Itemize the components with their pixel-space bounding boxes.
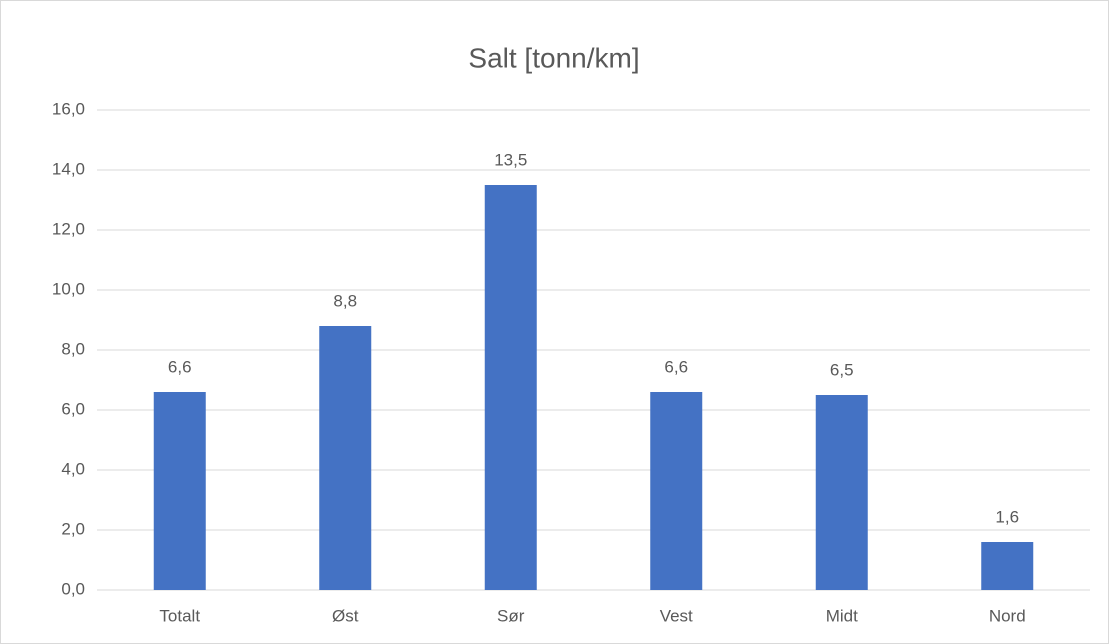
bar bbox=[319, 326, 372, 590]
bar bbox=[650, 392, 703, 590]
data-label: 6,5 bbox=[830, 360, 854, 379]
bar bbox=[484, 185, 537, 590]
y-tick-label: 16,0 bbox=[52, 99, 85, 118]
bar bbox=[153, 392, 206, 590]
y-tick-label: 0,0 bbox=[61, 579, 85, 598]
y-tick-label: 8,0 bbox=[61, 339, 85, 358]
y-tick-label: 2,0 bbox=[61, 519, 85, 538]
data-label: 1,6 bbox=[995, 507, 1019, 526]
bar bbox=[981, 542, 1034, 590]
data-label: 6,6 bbox=[664, 357, 688, 376]
x-tick-label: Midt bbox=[826, 606, 858, 625]
y-tick-label: 10,0 bbox=[52, 279, 85, 298]
x-tick-label: Nord bbox=[989, 606, 1026, 625]
data-label: 6,6 bbox=[168, 357, 192, 376]
bar bbox=[815, 395, 868, 590]
data-label: 13,5 bbox=[494, 150, 527, 169]
y-tick-label: 12,0 bbox=[52, 219, 85, 238]
y-tick-label: 4,0 bbox=[61, 459, 85, 478]
y-tick-label: 6,0 bbox=[61, 399, 85, 418]
x-tick-label: Sør bbox=[497, 606, 525, 625]
x-tick-label: Totalt bbox=[159, 606, 200, 625]
chart-title: Salt [tonn/km] bbox=[468, 42, 639, 73]
data-label: 8,8 bbox=[333, 291, 357, 310]
x-tick-label: Vest bbox=[660, 606, 693, 625]
y-tick-label: 14,0 bbox=[52, 159, 85, 178]
x-tick-label: Øst bbox=[332, 606, 359, 625]
